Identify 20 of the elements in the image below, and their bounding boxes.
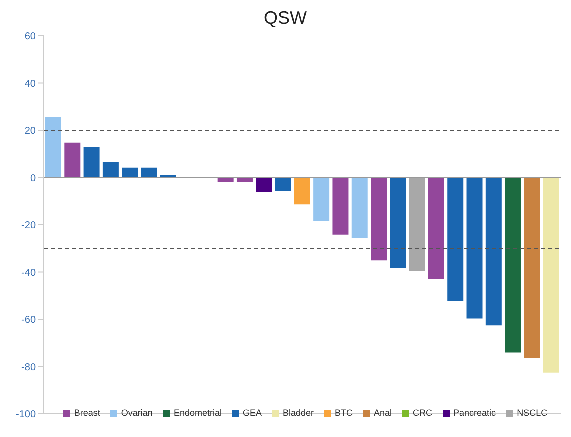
y-tick-label: 0 [30,173,36,184]
y-tick-label: -20 [22,220,36,232]
legend-label: BTC [335,408,354,418]
y-tick-label: 20 [24,126,36,138]
legend-label: GEA [242,408,262,418]
y-tick-label: 60 [24,32,36,43]
legend-label: Pancreatic [454,408,496,418]
y-tick-label: -100 [16,410,36,421]
legend-label: Anal [374,408,392,418]
y-tick-label: -80 [22,362,36,374]
legend-label: CRC [413,408,433,418]
legend-label: Endometrial [174,408,222,418]
y-tick-label: -60 [22,315,36,326]
y-tick-label: -40 [22,268,36,279]
legend-label: NSCLC [517,408,548,418]
legend-label: Breast [74,408,100,418]
legend-label: Bladder [282,408,314,418]
legend-label: Ovarian [121,408,153,418]
y-tick-label: 40 [24,78,36,90]
chart-title: QSW [263,8,308,30]
